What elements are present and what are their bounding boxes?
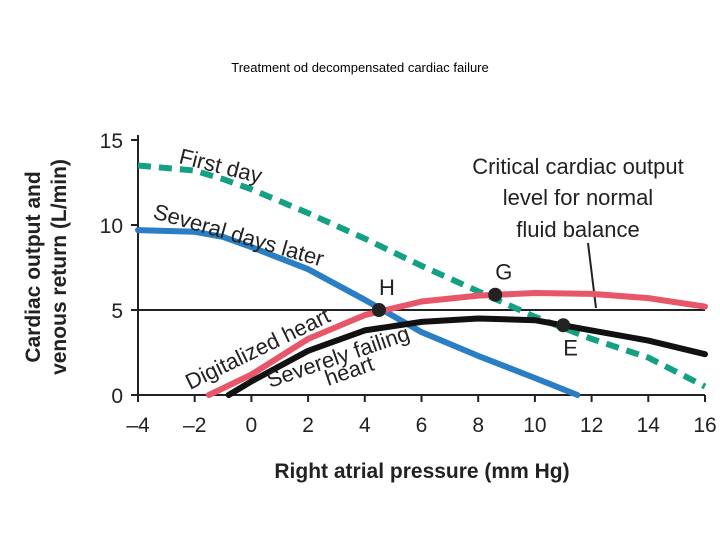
y-tick-label: 5 (111, 300, 123, 323)
point-label-h: H (379, 275, 395, 300)
critical-pointer-line (587, 242, 597, 309)
point-g (488, 287, 503, 302)
point-label-g: G (495, 260, 512, 285)
x-tick-label: 2 (302, 414, 314, 437)
series-line-2 (205, 290, 708, 398)
x-tick-label: 14 (637, 414, 661, 437)
point-h (371, 303, 386, 317)
series-line-1 (135, 227, 581, 398)
x-tick-label: 16 (693, 414, 716, 437)
x-tick-label: 10 (523, 414, 546, 437)
x-tick-label: 6 (416, 414, 428, 437)
x-tick-label: 12 (580, 414, 603, 437)
label-first-day: First day (177, 144, 265, 189)
x-tick-label: 4 (359, 414, 371, 437)
x-tick-label: –4 (126, 414, 150, 437)
x-axis-title: Right atrial pressure (mm Hg) (274, 460, 569, 483)
y-tick-label: 0 (111, 385, 123, 408)
critical-label-line1: Critical cardiac output (472, 154, 684, 179)
y-tick-label: 10 (100, 215, 123, 238)
point-e (556, 318, 571, 333)
series-line-3 (225, 315, 708, 398)
slide-title: Treatment od decompensated cardiac failu… (231, 60, 489, 75)
x-tick-label: 0 (246, 414, 258, 437)
critical-label-line2: level for normal (503, 185, 653, 210)
point-label-e: E (563, 335, 578, 360)
critical-label-line3: fluid balance (516, 217, 640, 242)
x-tick-label: 8 (472, 414, 484, 437)
y-tick-label: 15 (100, 130, 123, 153)
y-axis-title-line1: Cardiac output and (22, 171, 45, 362)
y-axis-title-line2: venous return (L/min) (48, 159, 71, 375)
x-tick-label: –2 (183, 414, 206, 437)
